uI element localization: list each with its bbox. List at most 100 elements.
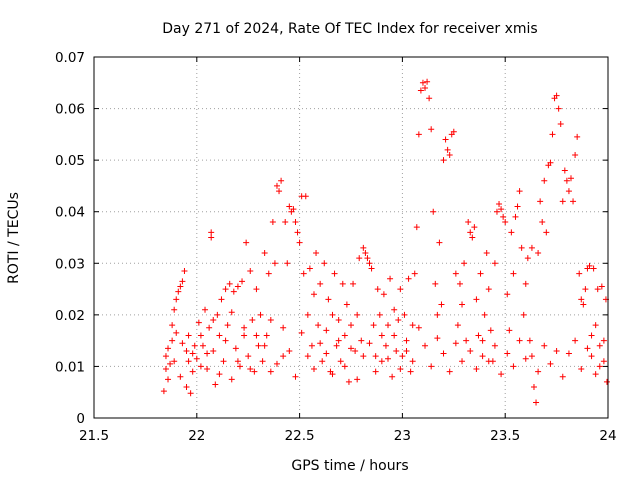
x-tick-label: 22.5 bbox=[285, 428, 315, 444]
axis-ticks: 21.5 22 22.5 23 23.5 24 0 0.01 0.02 0.03 0.04 0.05 0… bbox=[55, 50, 617, 444]
data-point bbox=[276, 188, 283, 195]
data-point bbox=[399, 353, 406, 360]
data-point bbox=[508, 229, 515, 236]
y-tick-label: 0.02 bbox=[55, 308, 85, 324]
data-point bbox=[491, 260, 498, 267]
data-point bbox=[354, 376, 361, 383]
data-point bbox=[331, 270, 338, 277]
data-point bbox=[195, 319, 202, 326]
data-point bbox=[434, 311, 441, 318]
data-point bbox=[442, 136, 449, 143]
data-point bbox=[590, 265, 597, 272]
data-point bbox=[411, 270, 418, 277]
data-point bbox=[576, 270, 583, 277]
data-point bbox=[360, 353, 367, 360]
data-point bbox=[345, 378, 352, 385]
data-point bbox=[382, 342, 389, 349]
data-point bbox=[358, 337, 365, 344]
data-point bbox=[265, 270, 272, 277]
data-point bbox=[403, 337, 410, 344]
data-point bbox=[578, 296, 585, 303]
data-point bbox=[308, 342, 315, 349]
data-point bbox=[374, 286, 381, 293]
data-point bbox=[343, 301, 350, 308]
data-point bbox=[263, 332, 270, 339]
data-point bbox=[417, 87, 424, 94]
data-point bbox=[323, 350, 330, 357]
data-point bbox=[282, 219, 289, 226]
data-point bbox=[387, 275, 394, 282]
data-point bbox=[432, 280, 439, 287]
data-point bbox=[232, 345, 239, 352]
data-point bbox=[253, 286, 260, 293]
data-point bbox=[339, 280, 346, 287]
data-point bbox=[600, 358, 607, 365]
data-point bbox=[206, 324, 213, 331]
data-point bbox=[522, 355, 529, 362]
data-point bbox=[510, 363, 517, 370]
data-point bbox=[578, 366, 585, 373]
data-point bbox=[479, 353, 486, 360]
data-point bbox=[341, 363, 348, 370]
data-point bbox=[247, 366, 254, 373]
data-point bbox=[409, 322, 416, 329]
data-point bbox=[498, 371, 505, 378]
data-point bbox=[436, 239, 443, 246]
data-point bbox=[173, 296, 180, 303]
data-point bbox=[224, 322, 231, 329]
data-point bbox=[559, 198, 566, 205]
data-point bbox=[553, 92, 560, 99]
data-point bbox=[368, 265, 375, 272]
data-point bbox=[434, 335, 441, 342]
data-point bbox=[245, 353, 252, 360]
data-point bbox=[179, 278, 186, 285]
x-tick-label: 24 bbox=[599, 428, 616, 444]
data-point bbox=[202, 306, 209, 313]
data-point bbox=[321, 260, 328, 267]
data-point bbox=[181, 268, 188, 275]
data-point bbox=[596, 363, 603, 370]
data-point bbox=[512, 213, 519, 220]
data-point bbox=[292, 219, 299, 226]
data-point bbox=[469, 234, 476, 241]
data-point bbox=[335, 337, 342, 344]
data-point bbox=[191, 342, 198, 349]
data-point bbox=[446, 368, 453, 375]
data-point bbox=[491, 342, 498, 349]
data-point bbox=[230, 288, 237, 295]
data-point bbox=[296, 239, 303, 246]
data-point bbox=[563, 177, 570, 184]
data-point bbox=[356, 255, 363, 262]
plot-frame bbox=[93, 56, 609, 419]
data-point bbox=[403, 347, 410, 354]
data-point bbox=[210, 347, 217, 354]
data-point bbox=[541, 342, 548, 349]
data-point bbox=[522, 280, 529, 287]
data-point bbox=[485, 358, 492, 365]
data-point bbox=[302, 193, 309, 200]
data-point bbox=[290, 206, 297, 213]
data-point bbox=[310, 291, 317, 298]
data-point bbox=[364, 255, 371, 262]
data-point bbox=[378, 358, 385, 365]
data-point bbox=[169, 322, 176, 329]
data-point bbox=[212, 381, 219, 388]
data-point bbox=[294, 229, 301, 236]
data-point bbox=[319, 358, 326, 365]
data-point bbox=[185, 358, 192, 365]
data-point bbox=[450, 128, 457, 135]
data-point bbox=[208, 229, 215, 236]
data-point bbox=[535, 249, 542, 256]
data-point bbox=[424, 78, 431, 85]
data-point bbox=[315, 322, 322, 329]
data-point bbox=[267, 317, 274, 324]
data-point bbox=[366, 340, 373, 347]
data-point bbox=[171, 306, 178, 313]
data-point bbox=[456, 280, 463, 287]
data-point bbox=[162, 366, 169, 373]
data-point bbox=[526, 337, 533, 344]
data-point bbox=[518, 244, 525, 251]
data-point bbox=[341, 332, 348, 339]
data-point bbox=[177, 283, 184, 290]
